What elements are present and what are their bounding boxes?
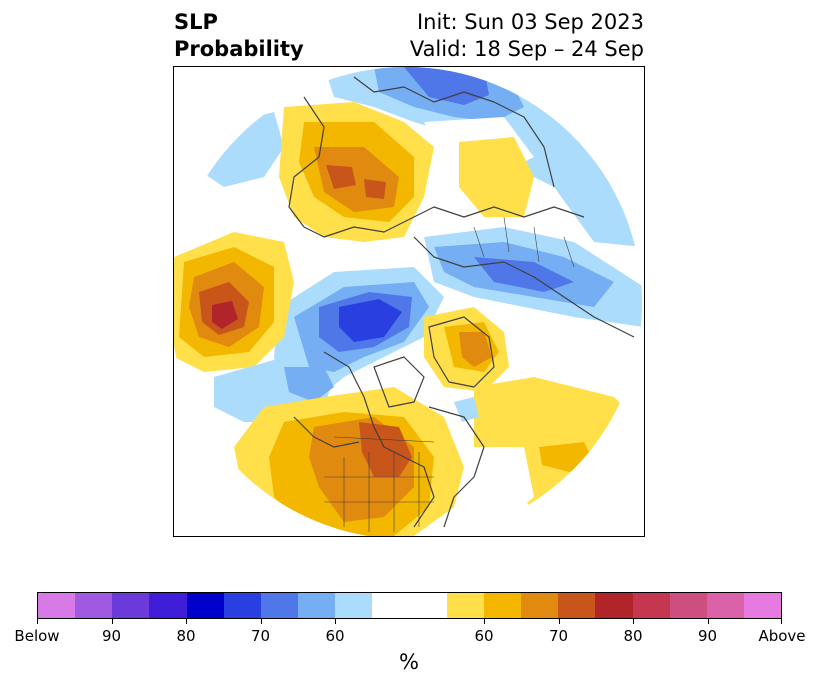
probability-shading	[174, 67, 642, 536]
below-region-pacific-south-50	[284, 367, 334, 402]
colorbar-tick-label: 60	[325, 627, 345, 645]
colorbar-tick-label: 80	[623, 627, 643, 645]
colorbar-segment	[260, 593, 299, 618]
colorbar-tick-label: Below	[14, 627, 60, 645]
colorbar-tick	[484, 619, 485, 624]
init-date: Init: Sun 03 Sep 2023	[416, 10, 644, 34]
colorbar-segment	[335, 593, 373, 618]
colorbar-segment	[521, 593, 559, 618]
border-states-horizontal	[324, 476, 434, 503]
border-states-vertical	[343, 452, 420, 532]
coast-eurasia-north	[288, 96, 585, 238]
colorbar-segment	[186, 593, 224, 618]
neutral-atlantic-hole	[474, 447, 534, 522]
below-region-europe-band-60	[474, 257, 574, 292]
colorbar-tick-label: 90	[101, 627, 122, 645]
colorbar-tick	[558, 619, 560, 624]
coast-arctic-islands	[353, 76, 555, 188]
probability-map	[173, 66, 645, 537]
colorbar-tick-label: 60	[474, 627, 494, 645]
borders	[324, 216, 575, 532]
colorbar-segment	[298, 593, 336, 618]
above-region-siberia-70b	[364, 179, 386, 199]
colorbar-tick	[707, 619, 709, 624]
colorbar-segment	[743, 593, 782, 618]
border-us-canada	[333, 436, 435, 443]
coast-north-america-east	[428, 406, 485, 528]
colorbar-segment	[558, 593, 596, 618]
colorbar-tick	[335, 619, 336, 624]
valid-range: Valid: 18 Sep – 24 Sep	[409, 37, 644, 61]
colorbar-tick	[186, 619, 187, 624]
colorbar-segment	[223, 593, 261, 618]
colorbar-tick	[37, 619, 38, 624]
above-region-siberia-70a	[326, 165, 356, 189]
colorbar-segment	[632, 593, 670, 618]
coast-north-america-west	[323, 351, 435, 528]
colorbar-tick	[260, 619, 262, 624]
colorbar-tick-label: 70	[548, 627, 569, 645]
colorbar-ticks	[37, 619, 782, 629]
colorbar-segment	[112, 593, 150, 618]
colorbar-tick	[781, 619, 782, 624]
title-type: Probability	[174, 37, 304, 61]
colorbar-tick-label: Above	[758, 627, 806, 645]
chart-title-right: Init: Sun 03 Sep 2023 Valid: 18 Sep – 24…	[410, 9, 644, 63]
above-region-greenland-60	[459, 332, 492, 367]
colorbar-segment	[595, 593, 633, 618]
colorbar-tick	[111, 619, 113, 624]
above-region-pacific-80	[212, 301, 238, 329]
colorbar-segment	[38, 593, 76, 618]
colorbar-segment	[706, 593, 744, 618]
colorbar-tick-label: 90	[697, 627, 718, 645]
coast-alaska	[293, 416, 360, 448]
title-variable: SLP	[174, 10, 218, 34]
coastlines	[288, 76, 635, 528]
colorbar-segment	[149, 593, 187, 618]
colorbar-segment	[483, 593, 522, 618]
above-region-north-america-70	[359, 422, 412, 477]
colorbar-tick	[633, 619, 634, 624]
colorbar-segment	[372, 593, 410, 618]
below-region-central-70	[339, 299, 402, 342]
colorbar-tick-label: 70	[250, 627, 271, 645]
coast-greenland	[428, 316, 495, 388]
map-svg	[174, 67, 642, 536]
colorbar-segment	[75, 593, 113, 618]
colorbar-unit: %	[399, 650, 419, 674]
above-region-europe	[459, 137, 534, 217]
colorbar-tick-label: 80	[176, 627, 196, 645]
chart-title-left: SLP Probability	[174, 9, 304, 63]
below-region-arctic-core	[404, 67, 489, 105]
coast-hudson	[373, 356, 425, 408]
colorbar-segment	[669, 593, 707, 618]
colorbar	[37, 592, 782, 619]
colorbar-segment	[409, 593, 447, 618]
border-eurasia	[473, 216, 575, 268]
colorbar-segment	[446, 593, 484, 618]
coast-russia-europe	[413, 236, 635, 338]
